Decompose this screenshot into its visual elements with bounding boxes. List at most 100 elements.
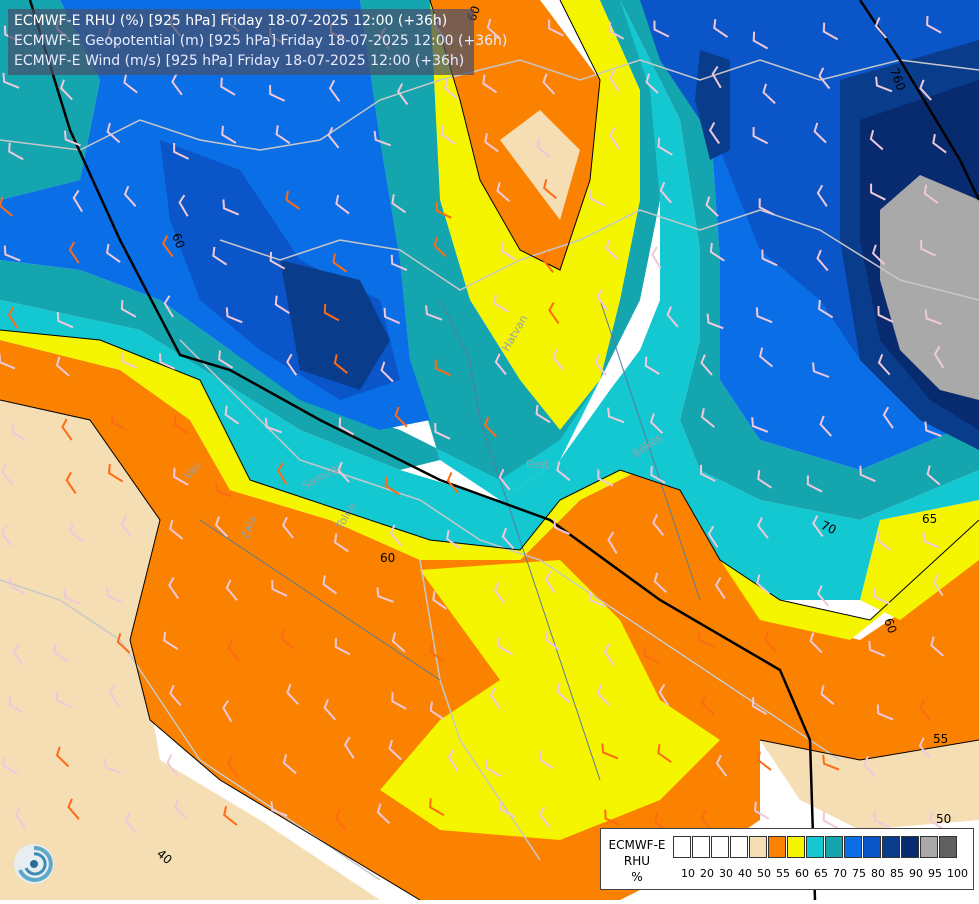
- wind-barb: [658, 684, 670, 707]
- wind-barb: [424, 305, 443, 321]
- wind-barb-shaft: [589, 189, 606, 207]
- wind-barb-shaft: [484, 133, 499, 153]
- wind-barb: [376, 587, 394, 603]
- wind-barb-shaft: [536, 138, 551, 158]
- wind-barb: [556, 682, 570, 703]
- wind-barb: [286, 353, 298, 376]
- wind-barb-shaft: [493, 581, 505, 604]
- wind-barb: [756, 517, 769, 539]
- wind-barb: [65, 471, 77, 494]
- wind-barb-shaft: [391, 194, 407, 214]
- wind-barb-shaft: [178, 194, 189, 217]
- wind-barb: [869, 129, 884, 151]
- wind-barb-shaft: [822, 811, 839, 830]
- wind-barb: [608, 127, 620, 150]
- wind-barb-shaft: [434, 422, 451, 440]
- wind-barb-shaft: [926, 15, 942, 34]
- wind-barb: [384, 476, 400, 496]
- wind-barb: [752, 31, 769, 50]
- wind-barb-shaft: [539, 806, 551, 829]
- wind-barb-shaft: [275, 125, 291, 145]
- wind-barb-shaft: [754, 801, 770, 820]
- wind-barb: [930, 636, 944, 657]
- wind-barb: [275, 125, 291, 145]
- wind-barb-shaft: [761, 249, 778, 267]
- wind-barb: [876, 704, 894, 721]
- wind-barb: [391, 632, 406, 653]
- wind-barb: [920, 239, 937, 257]
- wind-barb-shaft: [65, 471, 77, 494]
- wind-barb-shaft: [14, 806, 26, 829]
- wind-barb: [494, 353, 507, 376]
- wind-barb: [932, 573, 944, 597]
- wind-barb: [589, 591, 607, 608]
- wind-barb: [607, 407, 625, 424]
- legend-tick-label: 20: [700, 867, 714, 880]
- wind-barb-shaft: [286, 683, 300, 705]
- wind-barbs: [0, 12, 947, 834]
- wind-barb-shaft: [334, 809, 347, 831]
- wind-barb: [174, 798, 188, 820]
- wind-barb: [169, 519, 184, 540]
- wind-barb: [327, 126, 340, 149]
- wind-barb: [536, 138, 551, 158]
- contour-label: 70: [819, 518, 839, 537]
- wind-barb: [111, 413, 127, 431]
- wind-barb: [812, 515, 824, 537]
- rhu-region-85: [695, 50, 730, 160]
- wind-barb-shaft: [61, 418, 73, 441]
- wind-barb-shaft: [700, 810, 714, 832]
- wind-barb-shaft: [394, 406, 408, 428]
- legend-color-boxes: [673, 836, 958, 858]
- wind-barb: [338, 417, 355, 436]
- contour-label: 60: [881, 616, 899, 635]
- wind-barb-shaft: [919, 79, 932, 101]
- wind-barb: [813, 122, 827, 144]
- wind-barb-shaft: [659, 181, 672, 204]
- wind-barb: [809, 632, 823, 654]
- wind-barb-shaft: [166, 754, 178, 776]
- wind-barb-shaft: [276, 462, 288, 485]
- wind-barb-shaft: [380, 361, 394, 383]
- wind-barb: [926, 15, 942, 34]
- wind-barb: [281, 516, 294, 539]
- wind-barb: [12, 643, 24, 666]
- wind-barb-shaft: [222, 699, 233, 723]
- wind-barb-shaft: [500, 241, 516, 261]
- legend-color-box: [768, 836, 786, 858]
- wind-barb: [596, 684, 610, 706]
- title-rhu: ECMWF-E RHU (%) [925 hPa] Friday 18-07-2…: [14, 13, 448, 29]
- legend-color-box: [939, 836, 957, 858]
- rhu-region-50: [0, 380, 380, 900]
- wind-barb-shaft: [933, 345, 945, 369]
- wind-barb-shaft: [556, 461, 571, 482]
- wind-barb: [701, 694, 715, 716]
- wind-barb-shaft: [757, 469, 773, 489]
- wind-barb: [758, 198, 775, 216]
- wind-barb: [553, 518, 571, 536]
- wind-barb: [605, 239, 619, 261]
- wind-barb: [2, 756, 19, 775]
- wind-barb: [609, 69, 620, 92]
- wind-barb-shaft: [373, 130, 392, 147]
- wind-barb: [373, 130, 392, 147]
- wind-barb-shaft: [323, 303, 340, 322]
- wind-barb: [391, 194, 407, 214]
- wind-barb-shaft: [493, 294, 509, 313]
- wind-barb-shaft: [8, 695, 24, 714]
- wind-barb-shaft: [713, 19, 729, 38]
- wind-barb: [919, 79, 932, 101]
- wind-barb: [333, 354, 349, 374]
- wind-barb-shaft: [440, 125, 456, 145]
- wind-barb: [227, 755, 239, 778]
- wind-barb: [933, 345, 945, 369]
- wind-barb-shaft: [919, 699, 931, 722]
- geopotential-line: [28, 0, 979, 901]
- wind-barb-shaft: [63, 130, 81, 147]
- wind-barb: [264, 417, 283, 434]
- wind-barb: [389, 524, 402, 547]
- wind-barb: [103, 758, 122, 774]
- wind-barb-shaft: [173, 142, 190, 160]
- wind-barb: [390, 254, 408, 272]
